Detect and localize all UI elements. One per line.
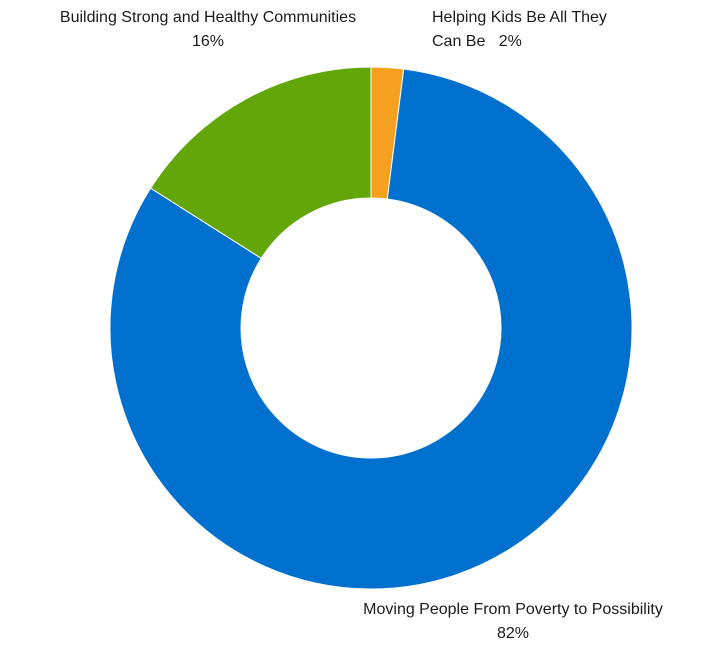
slice-name-moving-people: Moving People From Poverty to Possibilit… (363, 601, 663, 618)
slice-name-building-strong-communities: Building Strong and Healthy Communities (59, 9, 357, 26)
slice-percent-moving-people: 82% (496, 625, 530, 642)
slice-label-building-strong-communities: Building Strong and Healthy Communities … (8, 6, 408, 54)
slice-name-helping-kids-line2: Can Be (432, 33, 486, 50)
slice-building-strong-and-healthy-communities (149, 66, 372, 260)
slice-moving-people-from-poverty-to-possibility (109, 68, 633, 590)
slice-name-helping-kids-line1: Helping Kids Be All They (432, 9, 607, 26)
slice-percent-building-strong-communities: 16% (191, 33, 225, 50)
slice-percent-helping-kids: 2% (498, 33, 522, 50)
slice-label-helping-kids: Helping Kids Be All They Can Be 2% (432, 6, 692, 54)
slice-label-moving-people: Moving People From Poverty to Possibilit… (308, 598, 718, 646)
